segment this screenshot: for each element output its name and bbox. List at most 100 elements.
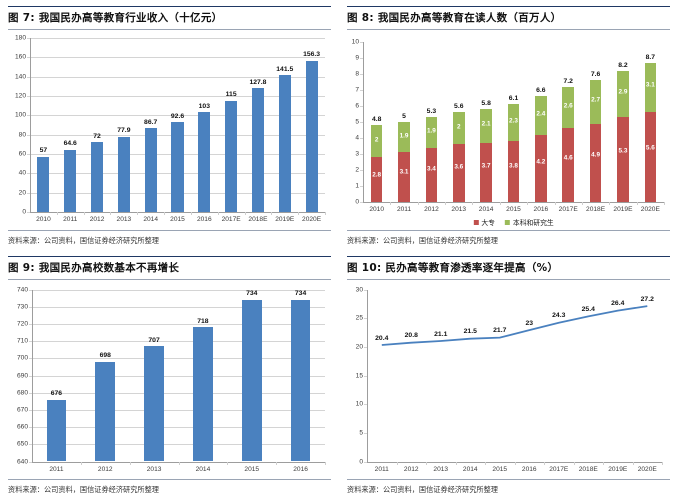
bar-value-label: 734 xyxy=(294,290,307,298)
x-axis-tick: 2019E xyxy=(613,206,633,213)
legend-label: 大专 xyxy=(481,220,495,227)
y-tick-mark xyxy=(29,289,32,291)
x-axis-tick: 2020E xyxy=(637,465,657,473)
y-tick-mark xyxy=(27,192,30,194)
x-axis-tick: 2017E xyxy=(558,206,578,213)
legend-label: 本科和研究生 xyxy=(512,220,554,227)
y-tick-mark xyxy=(27,173,30,175)
line-value-label: 25.4 xyxy=(581,305,595,313)
bar-value-label-upper: 2 xyxy=(374,136,379,144)
bar-value-label-lower: 3.6 xyxy=(454,163,464,171)
y-tick-mark xyxy=(360,138,363,139)
stacked-bar-segment-upper xyxy=(507,104,520,142)
x-tick-mark xyxy=(632,461,634,465)
x-tick-mark xyxy=(137,212,139,215)
x-axis-tick: 2013 xyxy=(451,206,467,213)
y-axis-tick: 8 xyxy=(355,70,359,78)
x-axis-tick: 2018E xyxy=(586,206,606,213)
figure-8-source: 资料来源：公司资料，国信证券经济研究所整理 xyxy=(347,235,498,245)
stacked-bar-segment-upper xyxy=(370,125,383,158)
x-tick-mark xyxy=(396,461,398,465)
stacked-bar-segment-lower xyxy=(644,112,657,202)
bar-value-label-upper: 2.9 xyxy=(618,88,628,96)
figure-8-chart-area: 0 1 2 3 4 5 6 7 8 9 10 2010 2.8 2 4.8 2011 3.1 1.9 5 2012 3.… xyxy=(347,32,670,228)
stacked-bar-segment-upper xyxy=(425,117,438,148)
figure-panel-10: 图 10: 民办高等教育渗透率逐年提高（%） 0 5 10 15 20 25 30 2011 2… xyxy=(339,250,678,499)
y-tick-mark xyxy=(29,323,32,325)
y-tick-mark xyxy=(360,122,363,123)
gridline xyxy=(32,323,325,325)
bar-value-label-lower: 4.6 xyxy=(563,154,573,162)
bar xyxy=(91,142,104,212)
y-axis-tick: 180 xyxy=(14,34,26,42)
bar-value-label-upper: 2.7 xyxy=(591,96,601,104)
bar xyxy=(64,149,77,212)
bar-value-label-upper: 1.9 xyxy=(426,127,436,135)
x-axis-tick: 2012 xyxy=(424,206,439,213)
bar-value-label: 676 xyxy=(50,390,63,398)
bar-value-label: 141.5 xyxy=(276,65,294,73)
y-axis-tick: 690 xyxy=(16,372,28,379)
bar-value-label-upper: 2.6 xyxy=(563,102,573,110)
x-tick-mark xyxy=(80,461,82,465)
x-axis-tick: 2015 xyxy=(170,216,185,223)
line-value-label: 26.4 xyxy=(611,300,625,308)
y-tick-mark xyxy=(27,154,30,155)
y-axis-tick: 1 xyxy=(355,182,359,190)
y-tick-mark xyxy=(29,444,32,446)
bar-value-label-upper: 3.1 xyxy=(645,81,655,89)
y-axis-tick: 140 xyxy=(14,73,26,81)
y-tick-mark xyxy=(29,392,32,394)
y-axis-tick: 720 xyxy=(16,320,28,328)
y-tick-mark xyxy=(360,42,363,43)
bar xyxy=(95,361,115,462)
y-axis-line xyxy=(32,289,33,462)
bar-total-label: 8.2 xyxy=(618,61,628,69)
bar-value-label-lower: 5.6 xyxy=(645,144,655,152)
bar-total-label: 6.1 xyxy=(508,95,519,103)
bar xyxy=(290,299,311,462)
stacked-bar-segment-upper xyxy=(562,86,574,129)
x-tick-mark xyxy=(581,202,583,205)
x-axis-tick: 2018E xyxy=(578,465,598,473)
bar xyxy=(144,346,164,462)
gridline xyxy=(32,306,325,308)
x-axis-tick: 2020E xyxy=(640,206,660,213)
x-axis-tick: 2013 xyxy=(146,465,162,473)
figure-8-source-rule xyxy=(347,229,670,231)
line-value-label: 20.8 xyxy=(404,332,418,340)
y-axis-line xyxy=(367,289,368,462)
x-axis-tick: 2012 xyxy=(403,465,419,473)
y-axis-tick: 20 xyxy=(355,343,363,351)
bar-value-label-upper: 2.4 xyxy=(536,110,546,118)
bar-value-label: 103 xyxy=(198,102,210,110)
x-axis-tick: 2010 xyxy=(369,206,385,213)
x-axis-tick: 2016 xyxy=(196,216,212,223)
y-axis-tick: 730 xyxy=(16,303,28,311)
bar-total-label: 6.6 xyxy=(536,87,546,95)
x-tick-mark xyxy=(325,212,326,215)
stacked-bar-segment-upper xyxy=(453,112,465,145)
y-tick-mark xyxy=(364,461,367,463)
gridline xyxy=(32,375,325,377)
stacked-bar-segment-upper xyxy=(589,80,602,124)
y-tick-mark xyxy=(360,170,363,171)
x-tick-mark xyxy=(178,461,180,465)
y-tick-mark xyxy=(27,57,30,59)
figure-10-source: 资料来源：公司资料，国信证券经济研究所整理 xyxy=(347,485,498,494)
x-tick-mark xyxy=(472,202,474,205)
bar-value-label-lower: 3.8 xyxy=(509,162,518,170)
figure-8-title-wrap: 图 8: 我国民办高等教育在读人数（百万人） xyxy=(347,6,670,30)
figure-9-title: 图 9: 我国民办高校数基本不再增长 xyxy=(8,261,180,274)
x-tick-mark xyxy=(56,212,58,215)
x-tick-mark xyxy=(664,202,665,205)
x-axis-tick: 2016 xyxy=(533,206,549,213)
figure-8-title-rule xyxy=(347,29,670,30)
y-tick-mark xyxy=(364,346,367,348)
figure-10-title-wrap: 图 10: 民办高等教育渗透率逐年提高（%） xyxy=(347,255,670,280)
figure-9-source: 资料来源：公司资料，国信证券经济研究所整理 xyxy=(8,485,159,494)
x-tick-mark xyxy=(426,461,427,465)
x-axis-tick: 2015 xyxy=(506,206,521,213)
gridline xyxy=(30,57,325,59)
